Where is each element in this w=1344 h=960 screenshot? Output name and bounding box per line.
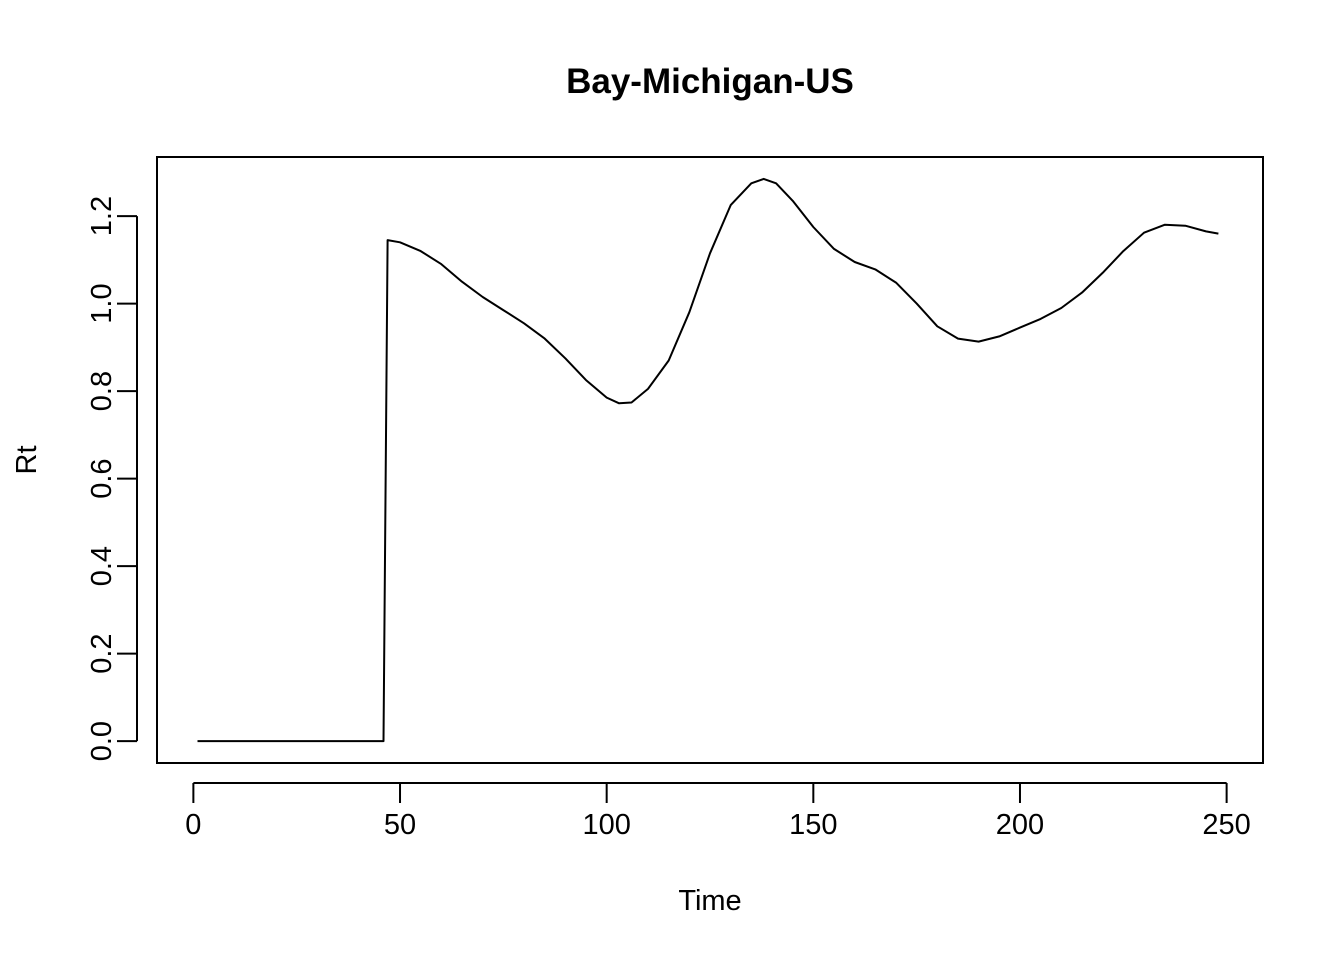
y-axis: 0.0 0.2 0.4 0.6 0.8 1.0 1.2 [86,196,138,761]
x-tick-label: 50 [384,809,416,841]
x-tick-label: 0 [185,809,201,841]
series-layer [197,177,1219,743]
x-tick-label: 200 [996,809,1044,841]
plot-frame [156,156,1264,764]
y-tick-label: 0.4 [86,546,118,586]
x-tick-label: 100 [582,809,630,841]
y-axis-label: Rt [11,446,43,475]
y-tick-label: 0.8 [86,371,118,411]
series-line [197,177,1219,743]
chart-title: Bay-Michigan-US [566,62,854,101]
y-tick-label: 1.2 [86,196,118,236]
x-axis-label: Time [678,885,741,917]
x-axis: 0 50 100 150 200 250 [185,782,1251,841]
y-tick-label: 0.2 [86,633,118,673]
y-tick-label: 0.0 [86,721,118,761]
y-tick-label: 0.6 [86,458,118,498]
x-tick-label: 150 [789,809,837,841]
x-tick-label: 250 [1202,809,1250,841]
y-tick-label: 1.0 [86,283,118,323]
